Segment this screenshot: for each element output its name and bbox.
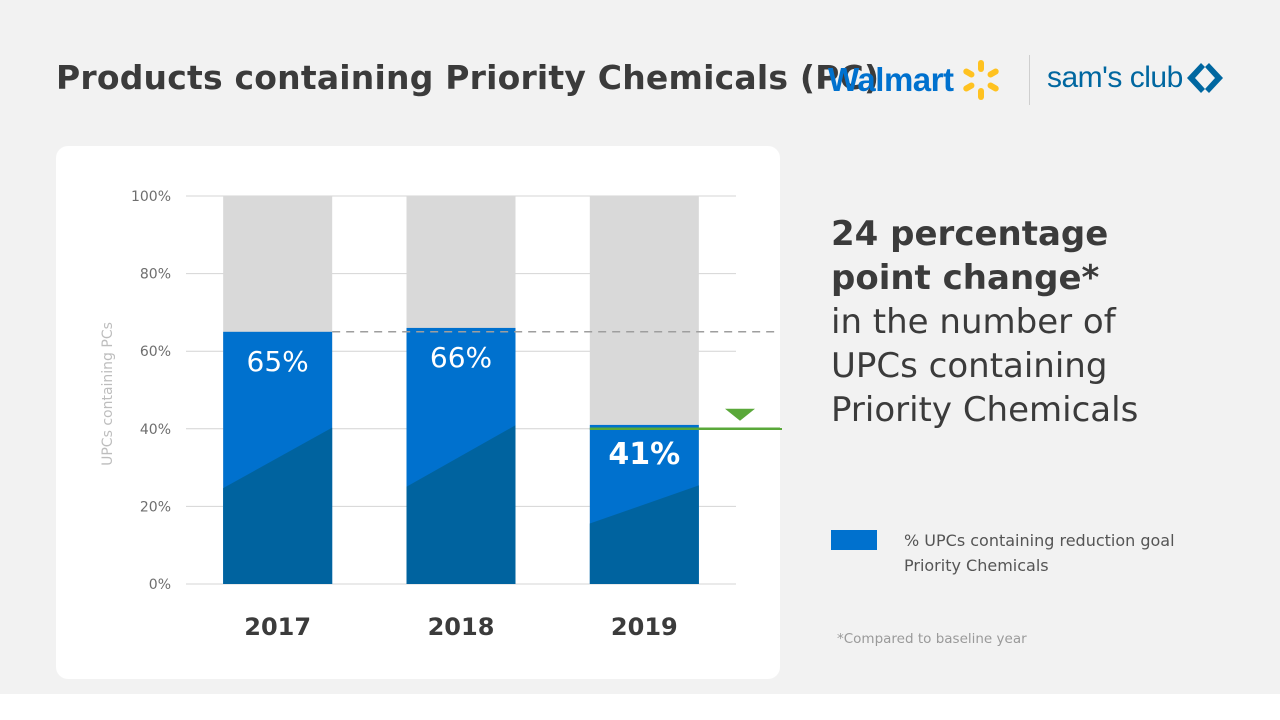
bar-shade xyxy=(589,485,699,584)
spark-petal xyxy=(978,88,985,100)
spark-petal xyxy=(978,60,985,72)
bar-value-label: 66% xyxy=(430,341,492,374)
x-category-label: 2019 xyxy=(611,613,678,641)
legend-label-line-1: % UPCs containing reduction goal xyxy=(904,531,1175,550)
y-tick-label: 100% xyxy=(131,189,171,205)
bar-chart: 0% 20% 40% 60% 80% 100% UPCs containing PCs 65%… xyxy=(100,189,780,641)
y-tick-label: 0% xyxy=(149,577,171,593)
logo-divider xyxy=(1029,55,1030,105)
walmart-logo: Walmart xyxy=(828,58,1003,102)
walmart-wordmark: Walmart xyxy=(828,61,954,98)
y-axis-label: UPCs containing PCs xyxy=(100,322,116,466)
goal-marker-icon xyxy=(725,408,755,421)
y-tick-label: 60% xyxy=(140,344,171,360)
bottom-strip xyxy=(0,694,1280,720)
headline-line-3: in the number of xyxy=(831,302,1116,342)
chart-card: 0% 20% 40% 60% 80% 100% UPCs containing PCs 65%… xyxy=(56,146,780,679)
bar-value-label: 41% xyxy=(608,437,680,472)
footnote: *Compared to baseline year xyxy=(837,631,1027,647)
sams-club-wordmark: sam's club xyxy=(1047,61,1183,94)
legend-swatch xyxy=(831,530,877,550)
page-title: Products containing Priority Chemicals (… xyxy=(56,58,880,97)
x-category-label: 2018 xyxy=(428,613,495,641)
chart-legend: % UPCs containing reduction goal Priorit… xyxy=(831,528,1204,578)
y-tick-label: 80% xyxy=(140,267,171,283)
headline-bold-2: point change* xyxy=(831,258,1100,298)
spark-petal xyxy=(988,68,1000,78)
spark-petal xyxy=(963,68,975,78)
y-tick-label: 40% xyxy=(140,422,171,438)
legend-label-line-2: Priority Chemicals xyxy=(904,556,1049,575)
y-tick-label: 20% xyxy=(140,499,171,515)
headline-line-4: UPCs containing xyxy=(831,346,1108,386)
bar-shade xyxy=(223,427,333,584)
headline-line-5: Priority Chemicals xyxy=(831,390,1139,430)
headline: 24 percentage point change* in the numbe… xyxy=(831,212,1251,432)
headline-bold-1: 24 percentage xyxy=(831,214,1109,254)
bar-value-label: 65% xyxy=(247,345,309,378)
goal-line-extension xyxy=(780,0,782,720)
goal-line-extension-bar xyxy=(780,427,782,431)
sams-club-diamond-icon xyxy=(1186,63,1223,93)
walmart-spark-icon xyxy=(963,60,1000,100)
spark-petal xyxy=(963,82,975,92)
bar-shade xyxy=(406,425,516,584)
sams-club-logo: sam's club xyxy=(1047,60,1227,96)
x-category-label: 2017 xyxy=(244,613,311,641)
legend-label: % UPCs containing reduction goal Priorit… xyxy=(904,528,1204,578)
spark-petal xyxy=(988,82,1000,92)
